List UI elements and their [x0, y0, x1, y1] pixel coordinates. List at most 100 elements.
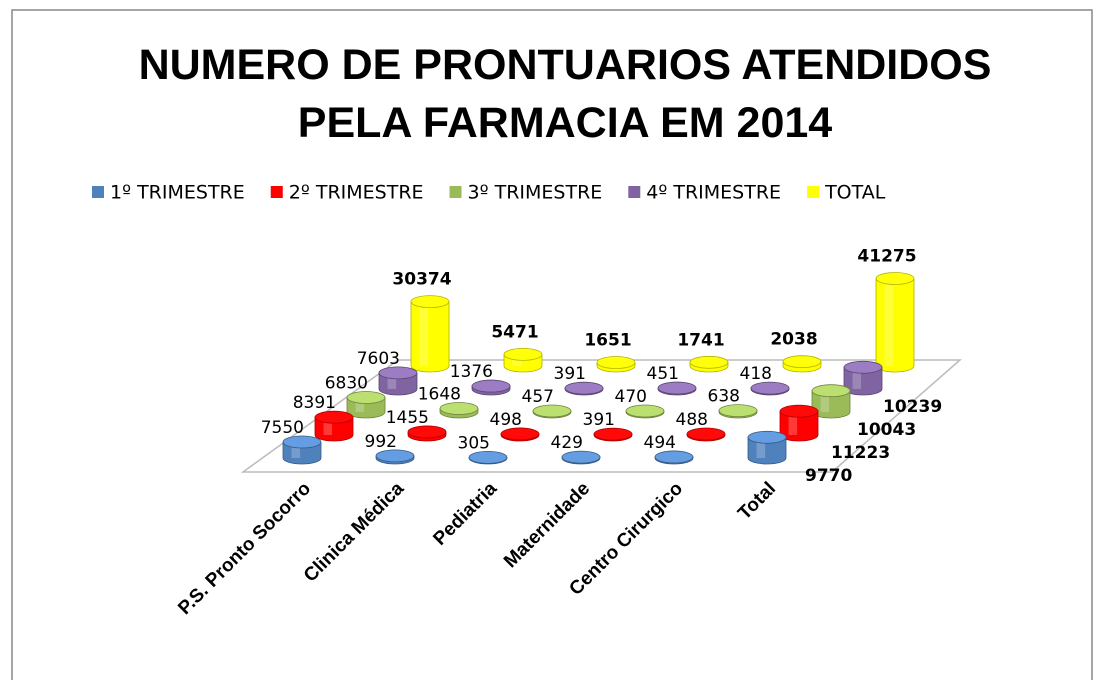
value-label: 1455	[386, 408, 429, 428]
bar	[718, 404, 758, 419]
value-label: 498	[490, 410, 522, 430]
value-label: 488	[676, 410, 708, 430]
bar-top	[657, 381, 697, 395]
bar	[843, 360, 883, 396]
bar	[747, 430, 787, 465]
bar-top	[654, 450, 694, 464]
bar	[410, 295, 450, 373]
bar-top	[750, 381, 790, 395]
value-label: 6830	[325, 374, 368, 394]
bar-top	[503, 348, 543, 361]
bar	[375, 449, 415, 465]
bar	[782, 355, 822, 373]
bar-highlight	[323, 417, 333, 435]
value-label: 30374	[392, 270, 451, 290]
bar-top	[346, 391, 386, 404]
chart-title: NUMERO DE PRONTUARIOS ATENDIDOS PELA FAR…	[138, 41, 992, 147]
bar	[561, 450, 601, 465]
value-label: 10239	[883, 397, 942, 417]
x-tick-label: P.S. Pronto Socorro	[174, 478, 315, 619]
bar-top	[843, 360, 883, 374]
bar	[378, 366, 418, 396]
value-label: 457	[522, 387, 554, 407]
value-label: 305	[458, 433, 490, 453]
value-label: 10043	[857, 420, 916, 440]
legend-label: 2º TRIMESTRE	[289, 182, 424, 204]
bar	[346, 391, 386, 419]
value-label: 41275	[857, 246, 916, 266]
bar	[532, 404, 572, 419]
bar-highlight	[756, 437, 766, 458]
value-label: 5471	[491, 322, 538, 342]
legend-swatch	[449, 186, 462, 198]
x-tick-label: Total	[734, 478, 780, 524]
bar-highlight	[788, 411, 798, 435]
bar-top	[468, 450, 508, 464]
value-label: 1376	[450, 362, 493, 382]
bar-top	[314, 410, 354, 424]
value-label: 1648	[418, 385, 461, 405]
bar	[282, 435, 322, 465]
bar	[750, 381, 790, 396]
bar-top	[471, 379, 511, 393]
bar-highlight	[884, 278, 894, 366]
value-label: 451	[647, 364, 679, 384]
bar	[654, 450, 694, 465]
bar-top	[561, 450, 601, 464]
bar-top	[407, 425, 447, 439]
bar-top	[689, 355, 729, 369]
legend-label: TOTAL	[824, 182, 886, 204]
bar	[657, 381, 697, 396]
value-label: 992	[365, 432, 397, 452]
bar	[468, 450, 508, 465]
bar	[686, 427, 726, 442]
bar-top	[625, 404, 665, 418]
bar-top	[875, 272, 915, 285]
bar	[503, 348, 543, 373]
bar-top	[747, 430, 787, 444]
bar-body	[747, 436, 787, 465]
value-label: 8391	[293, 393, 336, 413]
bar-top	[500, 427, 540, 441]
value-label: 1651	[584, 330, 631, 350]
value-label: 2038	[770, 330, 817, 350]
legend-swatch	[628, 186, 641, 198]
bar-highlight	[387, 372, 397, 389]
x-tick-label: Clinica Médica	[300, 478, 408, 586]
bar-body	[410, 301, 450, 373]
bar	[314, 410, 354, 442]
value-label: 391	[554, 364, 586, 384]
bar	[564, 381, 604, 396]
bar-top	[375, 449, 415, 463]
bar-highlight	[820, 390, 830, 412]
value-label: 9770	[805, 466, 852, 486]
value-label: 391	[583, 410, 615, 430]
legend-swatch	[270, 186, 283, 198]
value-label: 494	[644, 433, 676, 453]
bar-top	[811, 384, 851, 398]
value-label: 1741	[677, 330, 724, 350]
bar-top	[282, 435, 322, 449]
bar	[471, 379, 511, 396]
value-label: 7603	[357, 349, 400, 369]
value-label: 429	[551, 433, 583, 453]
bar-top	[718, 404, 758, 418]
value-label: 638	[708, 387, 740, 407]
value-label: 470	[615, 387, 647, 407]
bar	[596, 356, 636, 373]
legend-label: 1º TRIMESTRE	[110, 182, 245, 204]
bar-top	[378, 366, 418, 380]
value-label: 11223	[831, 443, 890, 463]
value-label: 418	[740, 364, 772, 384]
bar-top	[779, 404, 819, 418]
bar	[689, 355, 729, 373]
bar-highlight	[355, 397, 365, 412]
bar-highlight	[852, 367, 862, 389]
x-tick-label: Maternidade	[500, 478, 594, 572]
legend-label: 4º TRIMESTRE	[646, 182, 781, 204]
legend-swatch	[92, 186, 104, 198]
bar	[407, 425, 447, 442]
bar	[779, 404, 819, 442]
legend-label: 3º TRIMESTRE	[468, 182, 603, 204]
